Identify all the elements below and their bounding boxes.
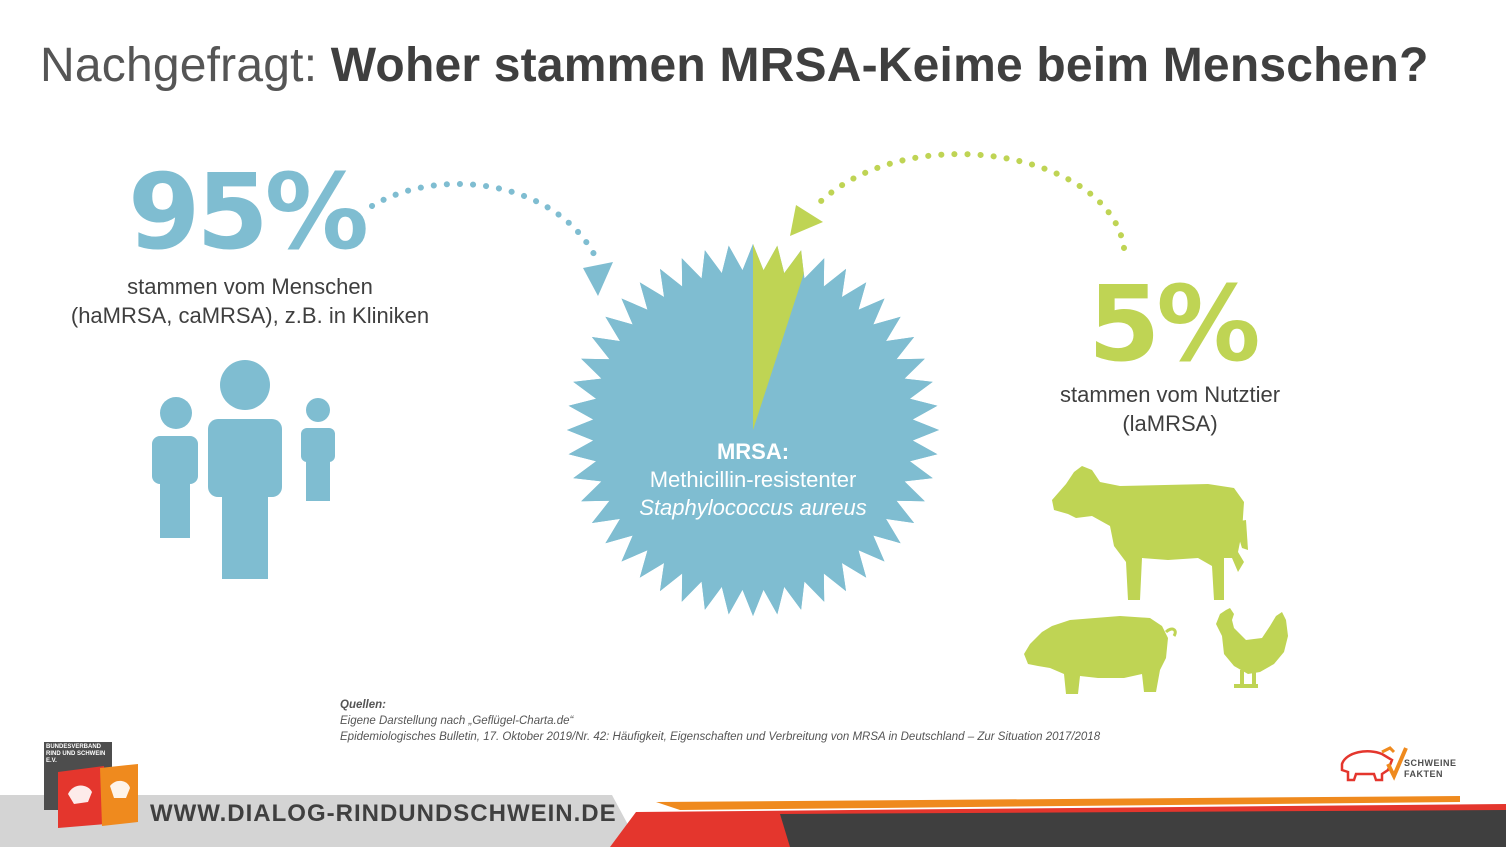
sources-block: Quellen: Eigene Darstellung nach „Geflüg… (340, 697, 1100, 745)
humans-description: stammen vom Menschen (haMRSA, caMRSA), z… (40, 272, 460, 330)
cow-icon (1052, 466, 1248, 600)
green-arrowhead (790, 205, 823, 236)
livestock-desc-line1: stammen vom Nutztier (1059, 382, 1281, 407)
pig-icon (1024, 616, 1177, 694)
schweine-fakten-text: SCHWEINE FAKTEN (1404, 758, 1457, 780)
people-icon (152, 360, 335, 579)
pie-slice-livestock (753, 244, 815, 430)
footer-gray-band (0, 795, 640, 847)
sf-line2: FAKTEN (1404, 769, 1443, 779)
percentage-humans: 95% (128, 151, 369, 273)
mrsa-line2: Staphylococcus aureus (639, 495, 867, 520)
humans-desc-line2: (haMRSA, caMRSA), z.B. in Kliniken (70, 303, 430, 328)
footer-orange-stripe (656, 796, 1460, 810)
livestock-desc-line2: (laMRSA) (1122, 411, 1218, 436)
schweine-fakten-pig-icon (1340, 746, 1408, 782)
page-title: Nachgefragt: Woher stammen MRSA-Keime be… (40, 38, 1429, 93)
footer-bars (0, 795, 1506, 847)
blue-arrowhead (583, 262, 613, 296)
title-prefix: Nachgefragt: (40, 39, 318, 92)
source-item: Eigene Darstellung nach „Geflügel-Charta… (340, 715, 574, 727)
green-dotted-arrow (809, 151, 1127, 251)
source-item: Epidemiologisches Bulletin, 17. Oktober … (340, 731, 1101, 743)
mrsa-line1: Methicillin-resistenter (649, 467, 857, 492)
title-main: Woher stammen MRSA-Keime beim Menschen? (330, 39, 1429, 92)
website-link[interactable]: WWW.DIALOG-RINDUNDSCHWEIN.DE (150, 800, 617, 827)
humans-desc-line1: stammen vom Menschen (127, 274, 373, 299)
bundesverband-logo (44, 742, 138, 828)
mrsa-label: MRSA: Methicillin-resistenter Staphyloco… (595, 438, 911, 522)
sf-line1: SCHWEINE (1404, 758, 1457, 768)
chicken-icon (1216, 608, 1288, 688)
blue-dotted-arrow (369, 181, 601, 265)
footer-dark-band (780, 810, 1506, 847)
sources-heading: Quellen: (340, 699, 387, 711)
mrsa-title: MRSA: (716, 439, 790, 464)
livestock-description: stammen vom Nutztier (laMRSA) (1020, 380, 1320, 438)
bundesverband-logo-text: BUNDESVERBAND RIND UND SCHWEIN E.V. (46, 744, 106, 764)
percentage-livestock: 5% (1088, 263, 1261, 385)
pie-slice-humans (567, 244, 939, 616)
